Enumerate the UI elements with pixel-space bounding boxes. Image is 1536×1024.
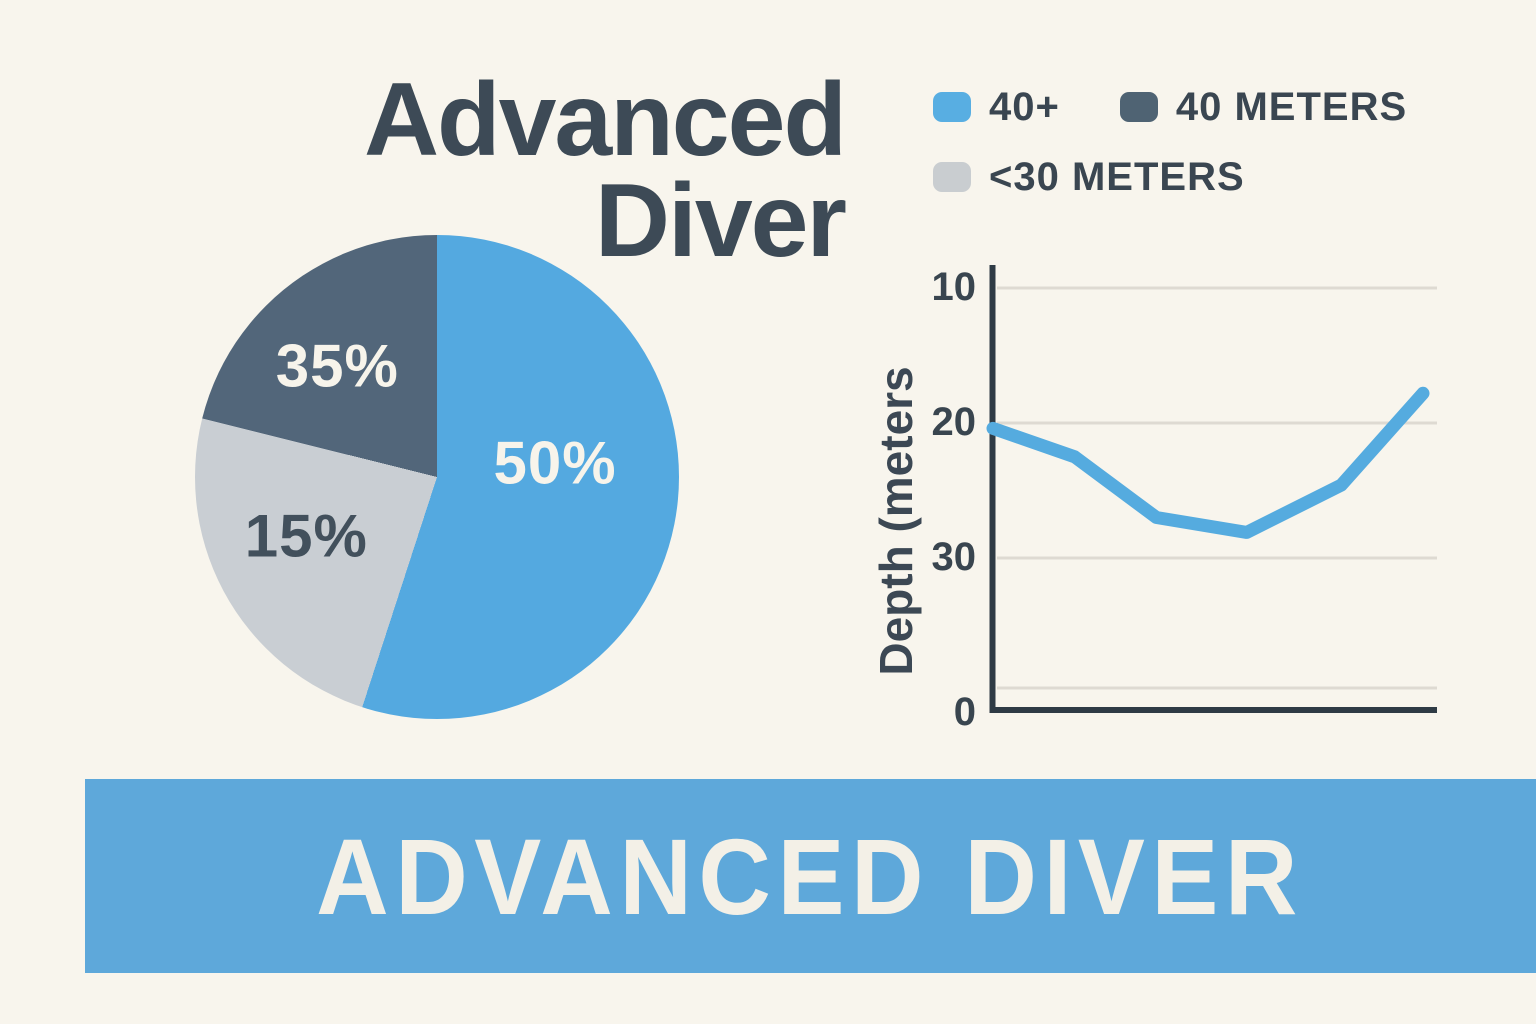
y-tick-0: 0 xyxy=(953,690,976,734)
legend-label-40meters: 40 METERS xyxy=(1175,84,1408,129)
legend: 40+ 40 METERS <30 METERS xyxy=(933,84,1407,200)
line-chart xyxy=(986,265,1437,713)
bottom-banner: ADVANCED DIVER xyxy=(85,779,1536,973)
legend-swatch-40meters xyxy=(1119,92,1158,122)
pie-slice-label-50: 50% xyxy=(493,429,617,497)
legend-row-1: 40+ 40 METERS xyxy=(933,84,1407,130)
legend-label-under30meters: <30 METERS xyxy=(989,154,1245,199)
y-tick-10: 10 xyxy=(931,265,977,309)
page-title: Advanced Diver xyxy=(363,62,847,279)
y-tick-20: 20 xyxy=(931,400,977,444)
y-axis-label: Depth (meters xyxy=(870,366,922,676)
y-tick-30: 30 xyxy=(931,535,977,579)
pie-slice-label-35: 35% xyxy=(275,332,399,400)
gridlines xyxy=(997,286,1437,690)
banner-title: ADVANCED DIVER xyxy=(316,815,1305,937)
legend-label-40plus: 40+ xyxy=(989,84,1060,129)
legend-swatch-40plus xyxy=(933,92,971,122)
pie-slice-label-15: 15% xyxy=(244,502,368,570)
page-title-line1: Advanced xyxy=(363,62,847,178)
legend-swatch-under30meters xyxy=(933,162,971,192)
page-title-line2: Diver xyxy=(594,163,847,279)
legend-row-2: <30 METERS xyxy=(933,154,1407,200)
depth-line xyxy=(986,386,1430,539)
pie-chart: 50% 35% 15% xyxy=(195,235,679,719)
